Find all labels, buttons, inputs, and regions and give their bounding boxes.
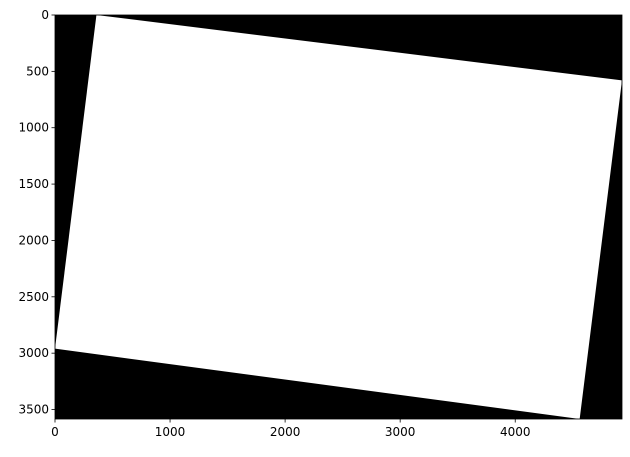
y-tick-label: 500 [26, 64, 49, 78]
y-tick-label: 1000 [18, 121, 49, 135]
y-tick-label: 1500 [18, 177, 49, 191]
y-tick-label: 3500 [18, 403, 49, 417]
y-tick-label: 3000 [18, 346, 49, 360]
x-axis: 0 1000 2000 3000 4000 [51, 419, 531, 439]
y-tick-label: 2000 [18, 233, 49, 247]
x-tick-label: 4000 [500, 425, 531, 439]
x-tick-label: 3000 [385, 425, 416, 439]
mask-region [55, 15, 622, 419]
x-tick-label: 1000 [155, 425, 186, 439]
y-tick-label: 0 [41, 8, 49, 22]
x-tick-label: 0 [51, 425, 59, 439]
axes-frame [54, 14, 623, 420]
plot-area [54, 14, 623, 420]
x-tick-label: 2000 [270, 425, 301, 439]
y-tick-label: 2500 [18, 290, 49, 304]
y-axis: 0 500 1000 1500 2000 2500 3000 3500 [18, 8, 55, 417]
